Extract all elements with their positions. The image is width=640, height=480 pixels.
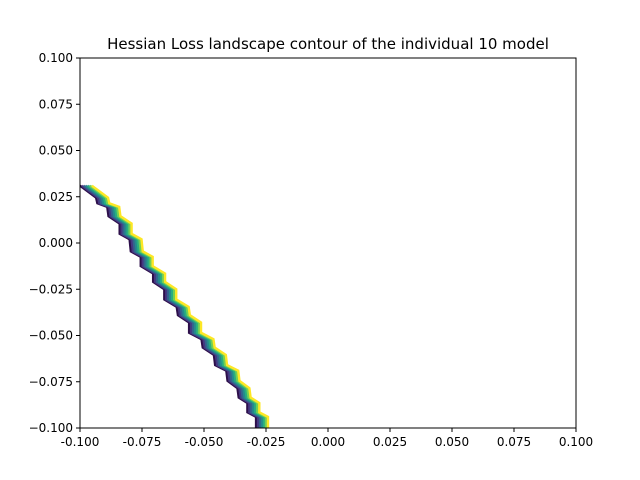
x-axis: -0.100 -0.075 -0.050 -0.025 0.000 0.025 0.050 0… [61,428,593,449]
x-tick-label: 0.050 [435,435,469,449]
y-tick-label: −0.025 [29,282,73,296]
y-tick-label: 0.000 [39,236,73,250]
x-tick-label: 0.075 [497,435,531,449]
y-tick-label: 0.050 [39,144,73,158]
x-tick-label: 0.000 [311,435,345,449]
y-tick-label: −0.050 [29,329,73,343]
y-tick-label: 0.100 [39,51,73,65]
x-tick-label: -0.100 [61,435,100,449]
y-axis: 0.100 0.075 0.050 0.025 0.000 −0.025 −0.050 −0.… [29,51,80,435]
contour-level-1 [81,184,260,428]
y-tick-label: −0.100 [29,421,73,435]
contour-level-3 [85,184,264,428]
contour-level-0 [80,184,258,428]
chart-title: Hessian Loss landscape contour of the in… [107,35,549,53]
contour-lines [80,184,270,428]
x-tick-label: -0.025 [247,435,286,449]
plot-frame [79,57,577,429]
y-tick-label: 0.025 [39,190,73,204]
contour-level-2 [83,184,262,428]
x-tick-label: -0.050 [185,435,224,449]
y-tick-label: −0.075 [29,375,73,389]
x-tick-label: 0.100 [559,435,593,449]
contour-level-6 [91,184,270,428]
x-tick-label: 0.025 [373,435,407,449]
y-tick-label: 0.075 [39,97,73,111]
x-tick-label: -0.075 [123,435,162,449]
